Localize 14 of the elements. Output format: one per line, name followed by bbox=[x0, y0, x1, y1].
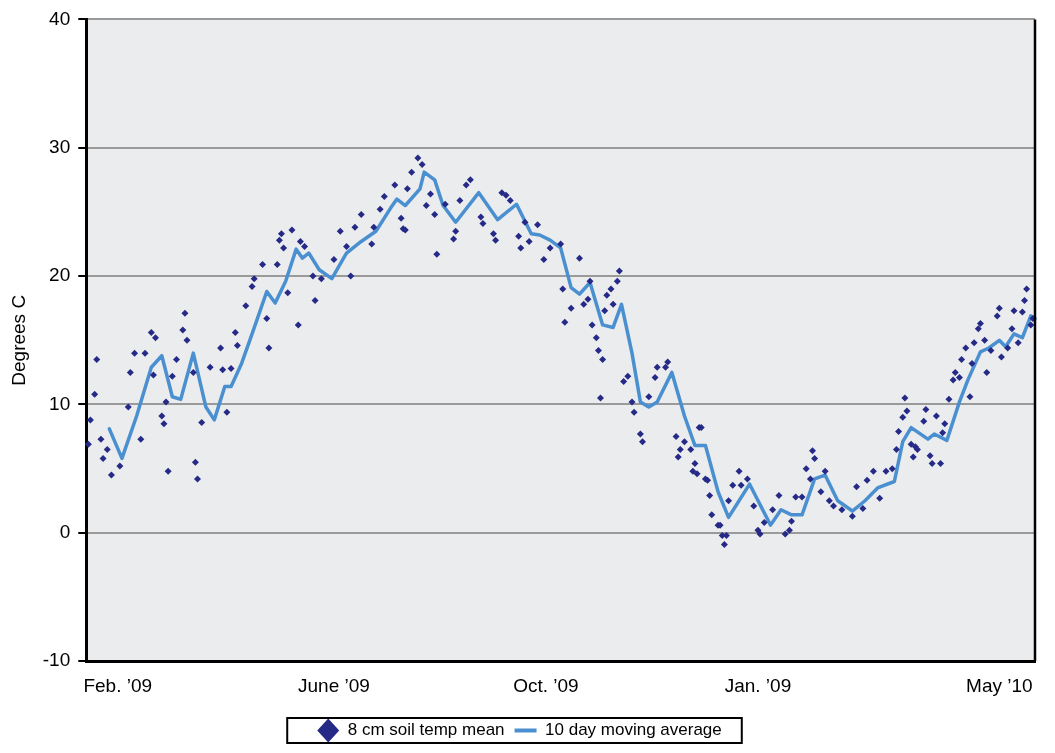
x-tick-label: Jan. ’09 bbox=[724, 674, 792, 696]
y-tick-label: 20 bbox=[49, 264, 71, 286]
x-tick-label: May ’10 bbox=[966, 674, 1033, 696]
legend-label: 8 cm soil temp mean bbox=[347, 720, 505, 740]
legend-label: 10 day moving average bbox=[545, 720, 722, 740]
y-tick-label: 10 bbox=[49, 392, 71, 414]
y-axis-title: Degrees C bbox=[7, 294, 29, 386]
y-tick-label: -10 bbox=[42, 649, 71, 671]
x-tick-label: June ’09 bbox=[298, 674, 370, 696]
y-tick-label: 0 bbox=[59, 521, 71, 543]
x-tick-label: Feb. ’09 bbox=[83, 674, 153, 696]
x-tick-label: Oct. ’09 bbox=[513, 674, 579, 696]
y-tick-label: 30 bbox=[49, 135, 71, 157]
y-tick-label: 40 bbox=[49, 7, 71, 29]
